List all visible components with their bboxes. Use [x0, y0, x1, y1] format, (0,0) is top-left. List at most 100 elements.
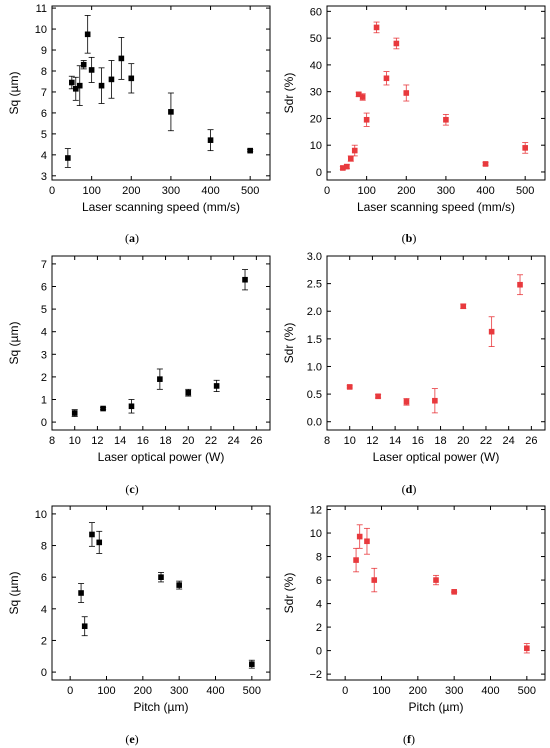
y-tick-label: 2	[316, 622, 322, 634]
y-tick-label: 0	[316, 646, 322, 658]
y-tick-label: 60	[310, 6, 322, 18]
x-tick-label: 100	[82, 185, 100, 197]
caption-e-letter: e	[129, 732, 135, 746]
caption-f-letter: f	[407, 732, 411, 746]
data-point	[393, 40, 400, 47]
data-point	[185, 389, 192, 396]
x-tick-label: 0	[324, 185, 330, 197]
y-tick-label: 20	[310, 113, 322, 125]
y-tick-label: 1.0	[307, 361, 322, 373]
data-point	[76, 82, 83, 89]
y-axis-label: Sq (µm)	[7, 72, 21, 115]
data-point	[460, 303, 467, 310]
y-tick-label: 10	[35, 24, 47, 36]
data-point	[128, 75, 135, 82]
x-tick-label: 100	[372, 685, 390, 697]
y-tick-label: 2	[41, 635, 47, 647]
data-point	[353, 557, 359, 563]
data-point	[65, 155, 71, 161]
x-axis-label: Laser scanning speed (mm/s)	[357, 200, 515, 214]
x-tick-label: 400	[201, 185, 219, 197]
caption-b-letter: b	[405, 231, 413, 245]
data-point	[207, 137, 214, 143]
y-tick-label: 1.5	[307, 334, 322, 346]
data-point	[100, 405, 106, 412]
chart-b: 0 100 200 300 400 500 0 10 20 30 40 50 60 Laser scann…	[282, 5, 546, 214]
y-tick-label: 4	[41, 604, 47, 616]
y-tick-label: 4	[41, 327, 47, 339]
x-tick-label: 22	[480, 435, 492, 447]
data-point	[522, 145, 528, 151]
data-point	[347, 155, 354, 162]
y-tick-label: 7	[41, 259, 47, 271]
x-tick-label: 20	[182, 435, 194, 447]
data-point	[98, 82, 105, 89]
x-tick-label: 26	[525, 435, 537, 447]
y-tick-label: 4	[316, 599, 322, 611]
x-axis-label: Pitch (µm)	[409, 700, 464, 714]
x-tick-label: 22	[205, 435, 217, 447]
data-point	[383, 75, 390, 82]
chart-f: 0 100 200 300 400 500 −2 0 2 4 6 8 10 12 Pitch (µm) Sdr…	[282, 505, 546, 714]
x-tick-label: 400	[206, 685, 224, 697]
y-tick-label: 0	[41, 417, 47, 429]
x-tick-label: 12	[366, 435, 378, 447]
plot-frame	[326, 5, 546, 181]
x-tick-label: 26	[250, 435, 262, 447]
x-tick-label: 100	[357, 185, 375, 197]
data-point	[71, 410, 78, 416]
data-point	[249, 661, 255, 667]
x-tick-label: 200	[122, 185, 140, 197]
data-point	[451, 589, 457, 595]
y-axis-label: Sq (µm)	[7, 322, 21, 365]
y-tick-label: 8	[41, 66, 47, 78]
data-point	[432, 397, 438, 404]
y-tick-label: 11	[36, 3, 47, 15]
y-tick-label: −2	[309, 669, 322, 681]
x-tick-label: 500	[518, 685, 536, 697]
y-tick-label: 8	[41, 541, 47, 553]
y-tick-label: 5	[41, 304, 47, 316]
data-point	[80, 61, 87, 68]
x-tick-label: 14	[114, 435, 126, 447]
data-point	[242, 276, 248, 283]
x-tick-label: 300	[445, 685, 463, 697]
data-point	[69, 79, 75, 86]
chart-d: 8 10 12 14 16 18 20 22 24 26 0.0 0.5 1.0 1.5 2.0 2.5 3.0…	[282, 251, 546, 464]
y-axis-label: Sq (µm)	[7, 572, 21, 615]
data-point	[488, 328, 495, 335]
x-tick-label: 0	[67, 685, 73, 697]
data-point	[340, 165, 346, 171]
data-point	[356, 533, 363, 540]
y-tick-label: 12	[310, 505, 322, 517]
y-tick-label: 6	[316, 575, 322, 587]
data-point	[355, 91, 362, 98]
data-point	[344, 163, 350, 170]
y-tick-label: 3	[41, 171, 47, 183]
x-tick-label: 16	[412, 435, 424, 447]
data-point	[403, 90, 410, 96]
data-point	[517, 281, 523, 288]
caption-a: (a)	[125, 231, 139, 245]
data-point	[433, 577, 439, 583]
x-axis-label: Laser optical power (W)	[373, 450, 500, 464]
x-tick-label: 24	[503, 435, 515, 447]
y-tick-label: 5	[41, 129, 47, 141]
x-tick-label: 500	[243, 685, 261, 697]
plot-frame	[51, 5, 271, 181]
y-tick-label: 10	[310, 528, 322, 540]
y-tick-label: 1	[41, 394, 47, 406]
x-tick-label: 18	[159, 435, 171, 447]
caption-e: (e)	[125, 732, 139, 746]
y-tick-label: 4	[41, 150, 47, 162]
data-point	[351, 147, 358, 154]
x-axis-label: Pitch (µm)	[134, 700, 189, 714]
x-tick-label: 20	[457, 435, 469, 447]
caption-b: (b)	[401, 231, 417, 245]
y-tick-label: 6	[41, 282, 47, 294]
plot-frame	[51, 255, 271, 431]
data-point	[78, 590, 84, 596]
y-tick-label: 3	[41, 349, 47, 361]
